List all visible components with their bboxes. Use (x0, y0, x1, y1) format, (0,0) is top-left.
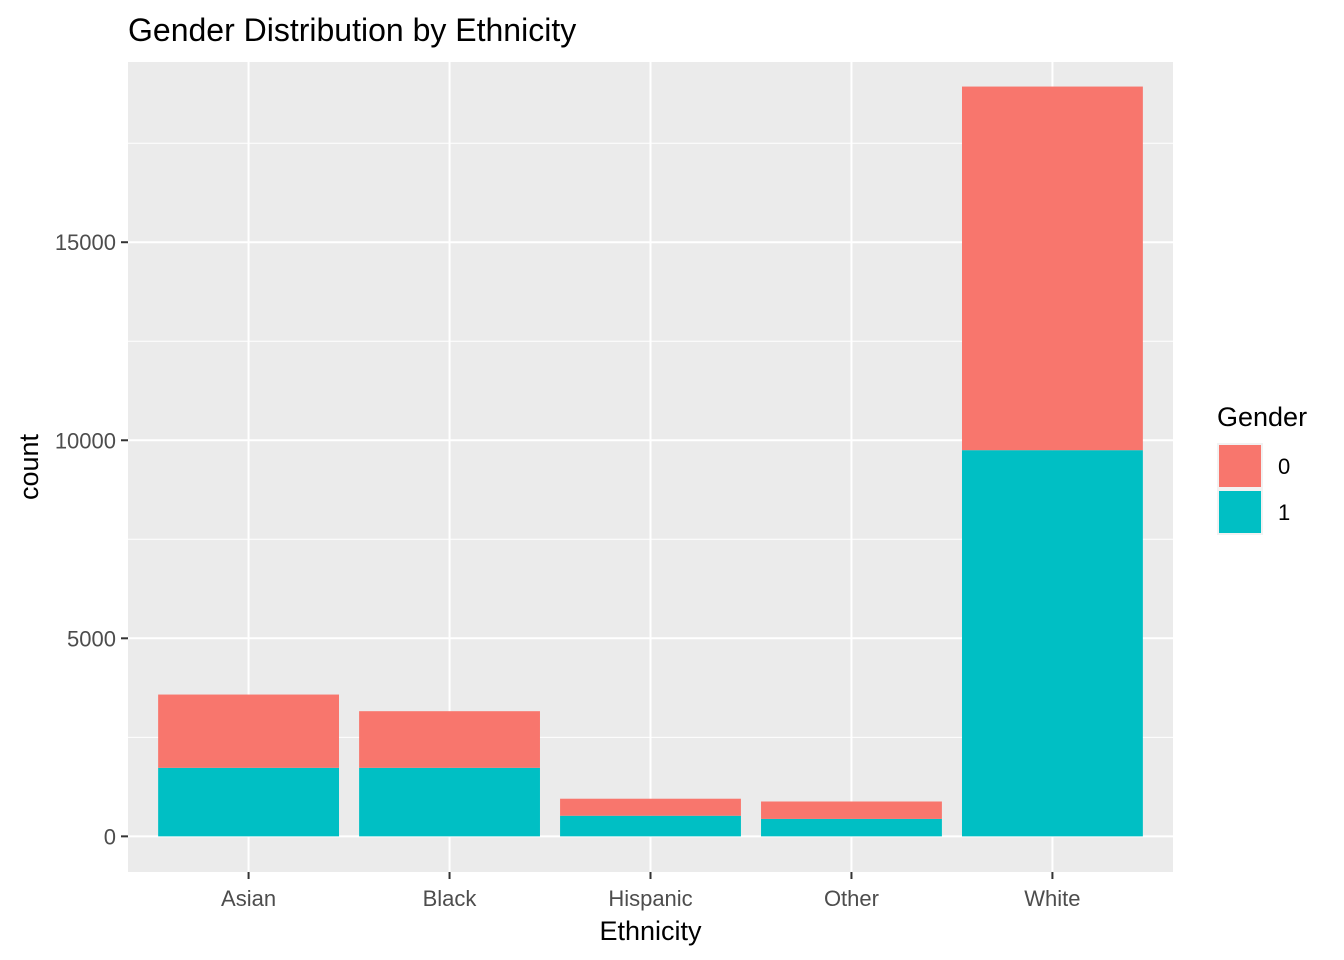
bar-white-gender-0 (961, 86, 1143, 451)
x-axis-title: Ethnicity (599, 916, 702, 946)
bar-other-gender-1 (761, 818, 942, 837)
chart-title: Gender Distribution by Ethnicity (128, 12, 576, 48)
legend: Gender 0 1 (1217, 402, 1307, 535)
bar-black-gender-1 (359, 767, 540, 837)
y-tick-label: 15000 (55, 230, 116, 255)
bar-asian-gender-0 (158, 694, 340, 768)
y-tick-label: 5000 (67, 626, 116, 651)
bar-asian-gender-1 (158, 767, 340, 837)
y-axis: 0 5000 10000 15000 (55, 230, 128, 849)
bar-hispanic-gender-1 (560, 815, 741, 837)
x-tick-label: Hispanic (608, 886, 692, 911)
bar-black-gender-0 (359, 711, 540, 768)
legend-label-0: 0 (1278, 454, 1290, 479)
x-tick-label: Black (423, 886, 478, 911)
y-tick-label: 10000 (55, 428, 116, 453)
x-axis: Asian Black Hispanic Other White (221, 872, 1081, 911)
legend-title: Gender (1217, 402, 1307, 432)
y-axis-title: count (14, 433, 44, 500)
bar-white-gender-1 (961, 450, 1143, 837)
legend-swatch-0 (1219, 445, 1261, 487)
bar-hispanic-gender-0 (560, 798, 741, 816)
bars (158, 86, 1143, 837)
y-tick-label: 0 (104, 824, 116, 849)
x-tick-label: White (1024, 886, 1080, 911)
legend-swatch-1 (1219, 491, 1261, 533)
bar-other-gender-0 (761, 801, 942, 819)
x-tick-label: Asian (221, 886, 276, 911)
x-tick-label: Other (824, 886, 879, 911)
legend-label-1: 1 (1278, 500, 1290, 525)
